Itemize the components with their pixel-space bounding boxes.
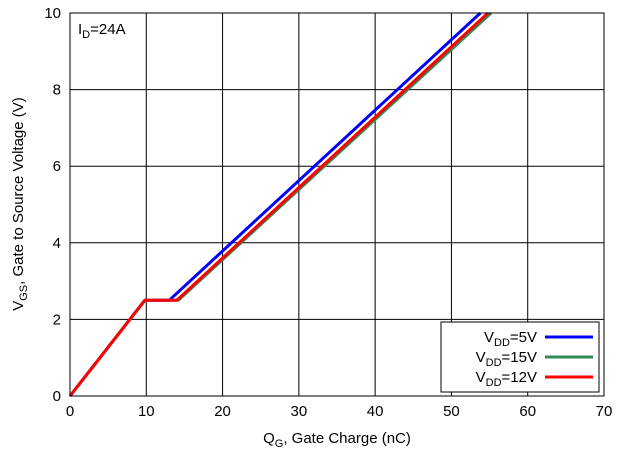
grid-lines [70, 13, 604, 396]
y-tick-label: 4 [53, 235, 61, 252]
y-tick-label: 8 [53, 82, 61, 99]
x-tick-label: 10 [138, 403, 155, 420]
series-layer [68, 11, 493, 397]
y-tick-label: 6 [53, 158, 61, 175]
ticks: 0 10 20 30 40 50 60 70 0 2 4 6 8 10 [44, 5, 612, 420]
x-tick-label: 40 [367, 403, 384, 420]
legend-label-vdd-12v: VDD=12V [476, 369, 537, 389]
y-tick-label: 0 [53, 388, 61, 405]
y-axis-label: VGS, Gate to Source Voltage (V) [10, 97, 30, 311]
series-line-vdd-12v [68, 11, 490, 397]
x-tick-label: 60 [519, 403, 536, 420]
y-tick-label: 2 [53, 311, 61, 328]
plot-frame [69, 12, 605, 397]
x-tick-label: 20 [214, 403, 231, 420]
legend-label-vdd-5v: VDD=5V [484, 329, 537, 349]
legend: VDD=5V VDD=15V VDD=12V [440, 321, 600, 393]
x-tick-label: 30 [291, 403, 308, 420]
x-tick-label: 70 [596, 403, 613, 420]
id-annotation: ID=24A [78, 21, 126, 41]
x-tick-label: 50 [443, 403, 460, 420]
y-tick-label: 10 [44, 5, 61, 22]
x-axis-label: QG, Gate Charge (nC) [263, 430, 411, 450]
x-tick-label: 0 [66, 403, 74, 420]
legend-label-vdd-15v: VDD=15V [476, 349, 537, 369]
